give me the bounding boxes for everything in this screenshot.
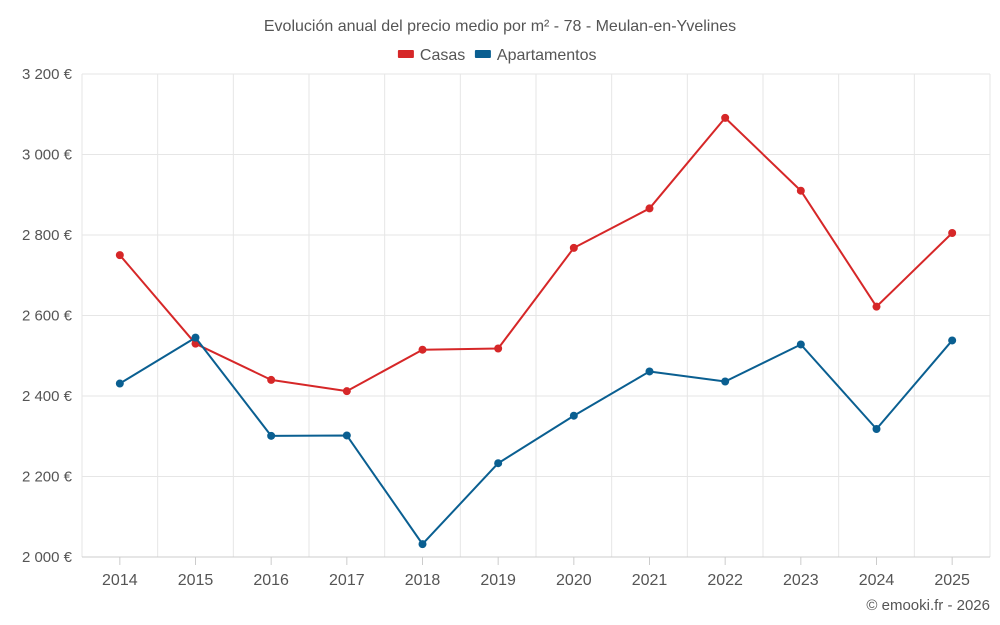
legend-item[interactable]: Apartamentos bbox=[474, 47, 597, 64]
x-axis-ticks: 2014 2015 2016 2017 2018 2019 2020 2021 2022 2023… bbox=[102, 557, 970, 589]
x-tick-label: 2017 bbox=[329, 572, 365, 589]
data-point[interactable] bbox=[645, 367, 654, 376]
y-tick-label: 2 600 € bbox=[22, 308, 73, 325]
y-tick-label: 3 200 € bbox=[22, 66, 73, 83]
data-point[interactable] bbox=[342, 387, 351, 396]
data-point[interactable] bbox=[418, 540, 427, 549]
data-point[interactable] bbox=[872, 425, 881, 434]
data-point[interactable] bbox=[494, 459, 503, 468]
series-casas bbox=[115, 113, 957, 396]
legend-swatch bbox=[474, 50, 491, 58]
chart-title: Evolución anual del precio medio por m² … bbox=[264, 18, 736, 35]
legend-item[interactable]: Casas bbox=[397, 47, 465, 64]
x-tick-label: 2022 bbox=[707, 572, 743, 589]
x-tick-label: 2019 bbox=[480, 572, 516, 589]
data-point[interactable] bbox=[721, 377, 730, 386]
series-line bbox=[119, 116, 953, 393]
data-point[interactable] bbox=[796, 186, 805, 195]
y-tick-label: 2 400 € bbox=[22, 388, 73, 405]
legend-label: Casas bbox=[420, 47, 465, 64]
data-point[interactable] bbox=[569, 243, 578, 252]
data-point[interactable] bbox=[342, 431, 351, 440]
data-point[interactable] bbox=[645, 204, 654, 213]
data-point[interactable] bbox=[721, 113, 730, 122]
credit-text: © emooki.fr - 2026 bbox=[866, 597, 990, 614]
legend: Casas Apartamentos bbox=[397, 47, 597, 64]
x-tick-label: 2021 bbox=[632, 572, 668, 589]
data-point[interactable] bbox=[494, 344, 503, 353]
legend-label: Apartamentos bbox=[497, 47, 597, 64]
data-point[interactable] bbox=[115, 251, 124, 260]
data-point[interactable] bbox=[872, 302, 881, 311]
x-tick-label: 2025 bbox=[934, 572, 970, 589]
x-tick-label: 2016 bbox=[253, 572, 289, 589]
x-tick-label: 2020 bbox=[556, 572, 592, 589]
x-tick-label: 2023 bbox=[783, 572, 819, 589]
data-point[interactable] bbox=[191, 333, 200, 342]
data-point[interactable] bbox=[569, 411, 578, 420]
y-tick-label: 2 200 € bbox=[22, 469, 73, 486]
legend-swatch bbox=[397, 50, 414, 58]
data-point[interactable] bbox=[267, 431, 276, 440]
series-layer bbox=[115, 113, 957, 549]
y-tick-label: 3 000 € bbox=[22, 147, 73, 164]
data-point[interactable] bbox=[948, 336, 957, 345]
y-tick-label: 2 000 € bbox=[22, 549, 73, 566]
data-point[interactable] bbox=[948, 228, 957, 237]
data-point[interactable] bbox=[796, 340, 805, 349]
series-line bbox=[119, 336, 953, 546]
y-axis-ticks: 2 000 € 2 200 € 2 400 € 2 600 € 2 800 € 3 000… bbox=[22, 66, 73, 566]
y-tick-label: 2 800 € bbox=[22, 227, 73, 244]
grid-horizontal bbox=[82, 73, 990, 477]
series-apartamentos bbox=[115, 333, 957, 549]
data-point[interactable] bbox=[267, 375, 276, 384]
x-tick-label: 2018 bbox=[405, 572, 441, 589]
x-tick-label: 2014 bbox=[102, 572, 138, 589]
data-point[interactable] bbox=[418, 345, 427, 354]
x-tick-label: 2015 bbox=[178, 572, 214, 589]
x-tick-label: 2024 bbox=[859, 572, 895, 589]
data-point[interactable] bbox=[115, 379, 124, 388]
